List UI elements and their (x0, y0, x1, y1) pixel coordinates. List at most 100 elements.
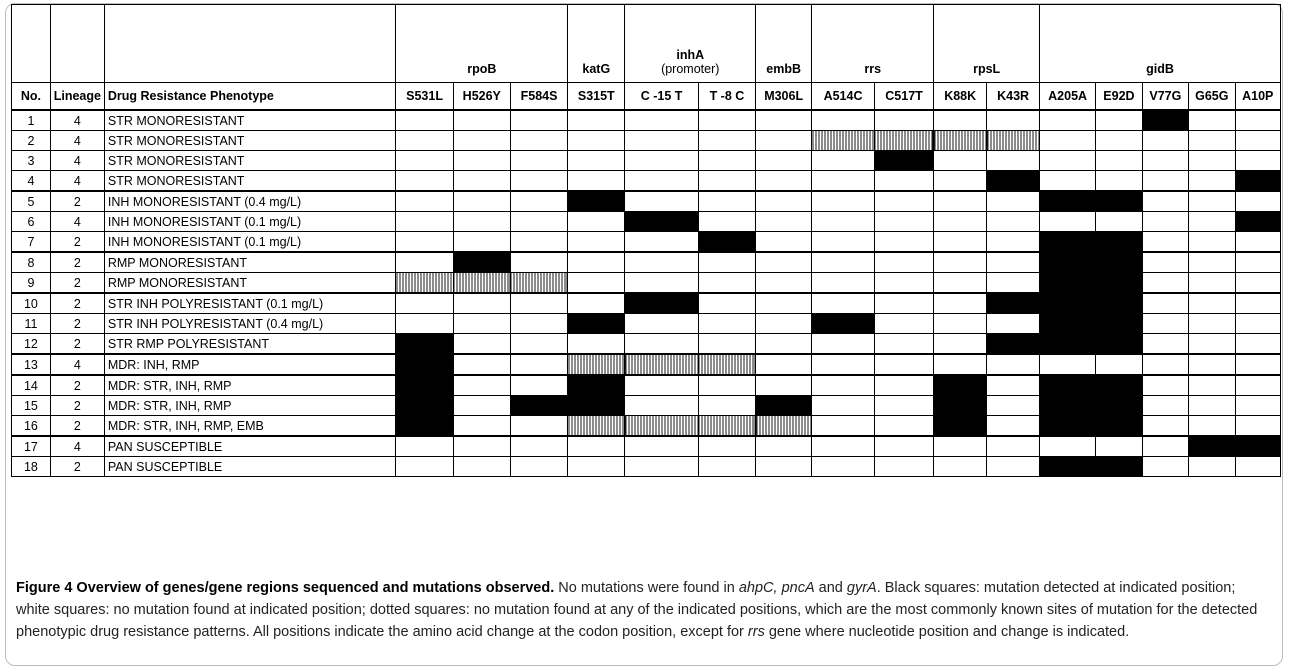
no-mutation-any-position-cell (624, 415, 699, 437)
no-mutation-cell (811, 292, 875, 314)
no-mutation-cell (1095, 109, 1143, 131)
no-mutation-cell (986, 395, 1041, 416)
no-mutation-cell (697, 333, 757, 355)
no-mutation-cell (452, 415, 511, 437)
no-mutation-cell (1095, 150, 1143, 171)
mutation-detected-cell (933, 374, 988, 396)
mutation-detected-cell (567, 313, 626, 334)
no-mutation-cell (567, 150, 626, 171)
row-lineage: 4 (49, 150, 105, 171)
no-mutation-cell (624, 130, 699, 151)
no-mutation-cell (1039, 109, 1097, 131)
no-mutation-cell (452, 170, 511, 192)
no-mutation-cell (567, 272, 626, 294)
no-mutation-cell (1188, 211, 1236, 232)
no-mutation-cell (873, 272, 935, 294)
table-row: 18 2 PAN SUSCEPTIBLE (11, 456, 1282, 477)
gene-header: embB (755, 4, 813, 83)
no-mutation-cell (986, 251, 1041, 273)
mutation-detected-cell (1039, 251, 1097, 273)
row-phenotype: INH MONORESISTANT (0.4 mg/L) (103, 190, 397, 212)
mutation-header: T -8 C (697, 82, 757, 111)
no-mutation-cell (986, 190, 1041, 212)
mutation-detected-cell (1095, 333, 1143, 355)
mutation-detected-cell (1095, 231, 1143, 253)
no-mutation-cell (624, 190, 699, 212)
no-mutation-cell (1188, 109, 1236, 131)
no-mutation-cell (1141, 231, 1190, 253)
no-mutation-cell (755, 130, 813, 151)
no-mutation-cell (1141, 313, 1190, 334)
no-mutation-cell (1141, 353, 1190, 376)
no-mutation-cell (755, 231, 813, 253)
no-mutation-cell (1141, 374, 1190, 396)
no-mutation-cell (697, 251, 757, 273)
row-phenotype: INH MONORESISTANT (0.1 mg/L) (103, 231, 397, 253)
no-mutation-cell (1234, 292, 1282, 314)
row-phenotype: STR MONORESISTANT (103, 130, 397, 151)
no-mutation-any-position-cell (755, 415, 813, 437)
row-phenotype: STR INH POLYRESISTANT (0.4 mg/L) (103, 313, 397, 334)
mutation-detected-cell (1039, 272, 1097, 294)
no-mutation-cell (811, 190, 875, 212)
no-mutation-cell (933, 272, 988, 294)
no-mutation-cell (452, 231, 511, 253)
no-mutation-cell (933, 292, 988, 314)
caption-gene: rrs (747, 624, 765, 640)
mutation-detected-cell (986, 292, 1041, 314)
table-row: 10 2 STR INH POLYRESISTANT (0.1 mg/L) (11, 292, 1282, 314)
row-number: 7 (11, 231, 51, 253)
no-mutation-cell (509, 292, 569, 314)
no-mutation-cell (697, 313, 757, 334)
no-mutation-cell (395, 109, 454, 131)
no-mutation-cell (873, 374, 935, 396)
no-mutation-cell (1188, 395, 1236, 416)
no-mutation-cell (811, 374, 875, 396)
row-lineage: 2 (49, 415, 105, 437)
mutation-detected-cell (1095, 313, 1143, 334)
mutation-header: C -15 T (624, 82, 699, 111)
mutation-detected-cell (1188, 435, 1236, 457)
mutation-detected-cell (1141, 109, 1190, 131)
no-mutation-cell (1188, 353, 1236, 376)
mutation-detected-cell (1095, 415, 1143, 437)
no-mutation-cell (452, 130, 511, 151)
mutation-detected-cell (624, 211, 699, 232)
row-lineage: 2 (49, 231, 105, 253)
no-mutation-any-position-cell (811, 130, 875, 151)
no-mutation-cell (811, 150, 875, 171)
no-mutation-cell (452, 292, 511, 314)
no-mutation-cell (624, 374, 699, 396)
no-mutation-cell (509, 170, 569, 192)
mutation-detected-cell (509, 395, 569, 416)
mutation-header: S315T (567, 82, 626, 111)
no-mutation-cell (452, 395, 511, 416)
row-number: 5 (11, 190, 51, 212)
no-mutation-cell (395, 313, 454, 334)
no-mutation-cell (452, 435, 511, 457)
no-mutation-cell (697, 456, 757, 477)
gene-header: rrs (811, 4, 935, 83)
no-mutation-cell (509, 190, 569, 212)
no-mutation-cell (1095, 211, 1143, 232)
no-mutation-cell (452, 211, 511, 232)
no-mutation-any-position-cell (697, 353, 757, 376)
mutation-detected-cell (1095, 395, 1143, 416)
row-phenotype: STR RMP POLYRESISTANT (103, 333, 397, 355)
no-mutation-cell (509, 374, 569, 396)
no-mutation-cell (1141, 150, 1190, 171)
no-mutation-cell (1234, 272, 1282, 294)
row-phenotype: RMP MONORESISTANT (103, 272, 397, 294)
no-mutation-cell (1188, 333, 1236, 355)
no-mutation-cell (811, 456, 875, 477)
no-mutation-cell (1234, 130, 1282, 151)
no-mutation-cell (1188, 130, 1236, 151)
no-mutation-cell (697, 170, 757, 192)
no-mutation-cell (873, 313, 935, 334)
row-number: 15 (11, 395, 51, 416)
table-row: 11 2 STR INH POLYRESISTANT (0.4 mg/L) (11, 313, 1282, 334)
no-mutation-cell (624, 109, 699, 131)
no-mutation-cell (755, 333, 813, 355)
row-lineage: 4 (49, 435, 105, 457)
no-mutation-cell (1039, 211, 1097, 232)
